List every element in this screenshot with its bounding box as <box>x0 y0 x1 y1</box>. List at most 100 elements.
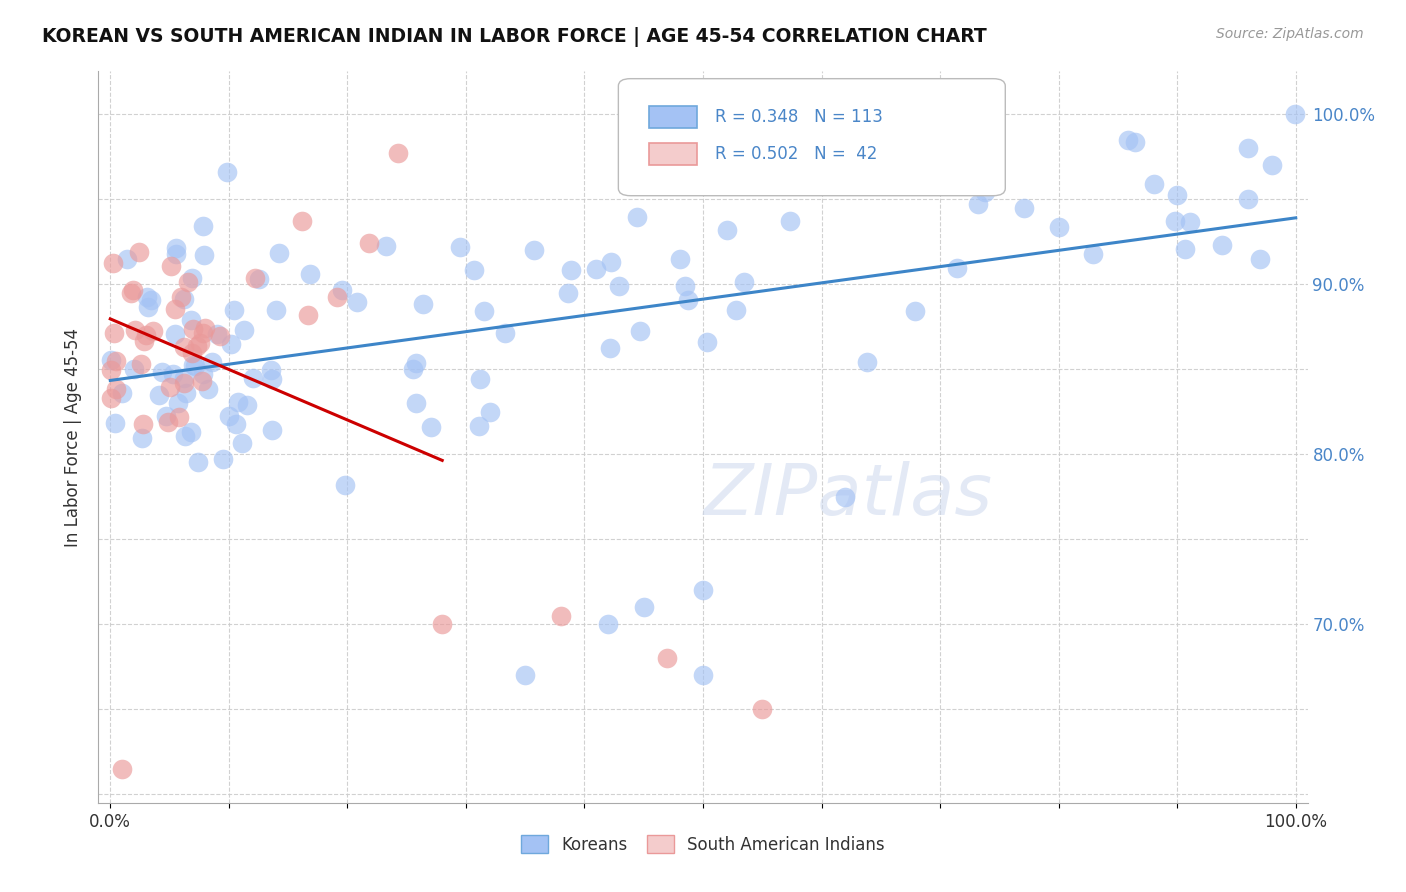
Point <box>157 415 180 429</box>
Point <box>264 303 287 318</box>
Point <box>222 303 245 318</box>
Point <box>128 245 150 260</box>
Point <box>1249 252 1271 266</box>
Point <box>1174 242 1197 256</box>
Point <box>173 370 195 384</box>
Point <box>633 600 655 615</box>
Point <box>733 275 755 289</box>
Point <box>494 326 516 341</box>
Point <box>104 382 127 396</box>
Point <box>191 326 214 340</box>
Point <box>678 293 700 307</box>
Point <box>1143 177 1166 191</box>
Point <box>1047 219 1070 234</box>
Point <box>645 141 668 155</box>
Point <box>104 417 127 431</box>
Point <box>181 322 204 336</box>
Point <box>472 304 495 318</box>
Point <box>100 353 122 368</box>
Point <box>231 436 253 450</box>
Point <box>1166 187 1188 202</box>
Point <box>269 246 291 260</box>
Point <box>150 365 173 379</box>
Point <box>124 323 146 337</box>
Point <box>155 409 177 424</box>
Point <box>974 186 997 200</box>
Point <box>470 372 492 386</box>
Point <box>599 341 621 355</box>
Point <box>174 385 197 400</box>
Point <box>1012 201 1035 215</box>
Point <box>205 327 228 342</box>
Point <box>188 335 211 350</box>
Point <box>160 259 183 273</box>
Point <box>183 358 205 372</box>
Point <box>716 223 738 237</box>
Point <box>626 210 648 224</box>
Point <box>159 380 181 394</box>
Point <box>260 363 283 377</box>
Point <box>346 295 368 310</box>
Point <box>141 293 163 307</box>
Point <box>186 455 208 469</box>
Point <box>242 370 264 384</box>
Point <box>515 668 537 682</box>
Point <box>326 290 349 304</box>
Point <box>194 320 217 334</box>
Point <box>432 617 454 632</box>
Point <box>197 382 219 396</box>
Point <box>193 248 215 262</box>
Point <box>374 238 396 252</box>
Point <box>412 297 434 311</box>
Point <box>173 292 195 306</box>
FancyBboxPatch shape <box>619 78 1005 195</box>
Point <box>523 244 546 258</box>
Point <box>134 334 156 349</box>
Point <box>136 300 159 314</box>
Point <box>247 272 270 286</box>
Point <box>332 283 354 297</box>
Point <box>834 490 856 504</box>
Point <box>232 323 254 337</box>
Point <box>121 283 143 297</box>
Text: Source: ZipAtlas.com: Source: ZipAtlas.com <box>1216 27 1364 41</box>
Point <box>402 362 425 376</box>
Point <box>628 324 651 338</box>
Point <box>1164 214 1187 228</box>
Point <box>115 252 138 266</box>
Point <box>669 252 692 266</box>
Point <box>387 145 409 160</box>
Point <box>724 302 747 317</box>
Point <box>657 651 679 665</box>
Text: R = 0.502   N =  42: R = 0.502 N = 42 <box>716 145 877 163</box>
Point <box>449 240 471 254</box>
Point <box>174 428 197 442</box>
Point <box>1211 238 1233 252</box>
FancyBboxPatch shape <box>648 106 697 128</box>
Point <box>100 363 122 377</box>
Point <box>184 359 207 373</box>
Point <box>191 375 214 389</box>
Point <box>219 337 242 351</box>
Point <box>165 326 187 341</box>
Point <box>163 302 186 317</box>
Point <box>226 395 249 409</box>
Point <box>673 279 696 293</box>
Point <box>333 478 356 492</box>
Point <box>696 334 718 349</box>
Point <box>173 376 195 390</box>
Point <box>120 286 142 301</box>
Point <box>165 241 187 255</box>
Point <box>103 256 125 270</box>
Point <box>173 340 195 354</box>
Point <box>1116 133 1139 147</box>
Point <box>122 362 145 376</box>
Point <box>180 313 202 327</box>
Point <box>148 387 170 401</box>
Point <box>692 583 714 598</box>
Point <box>607 278 630 293</box>
Point <box>299 268 322 282</box>
Point <box>129 358 152 372</box>
Point <box>193 219 215 234</box>
Point <box>550 608 572 623</box>
